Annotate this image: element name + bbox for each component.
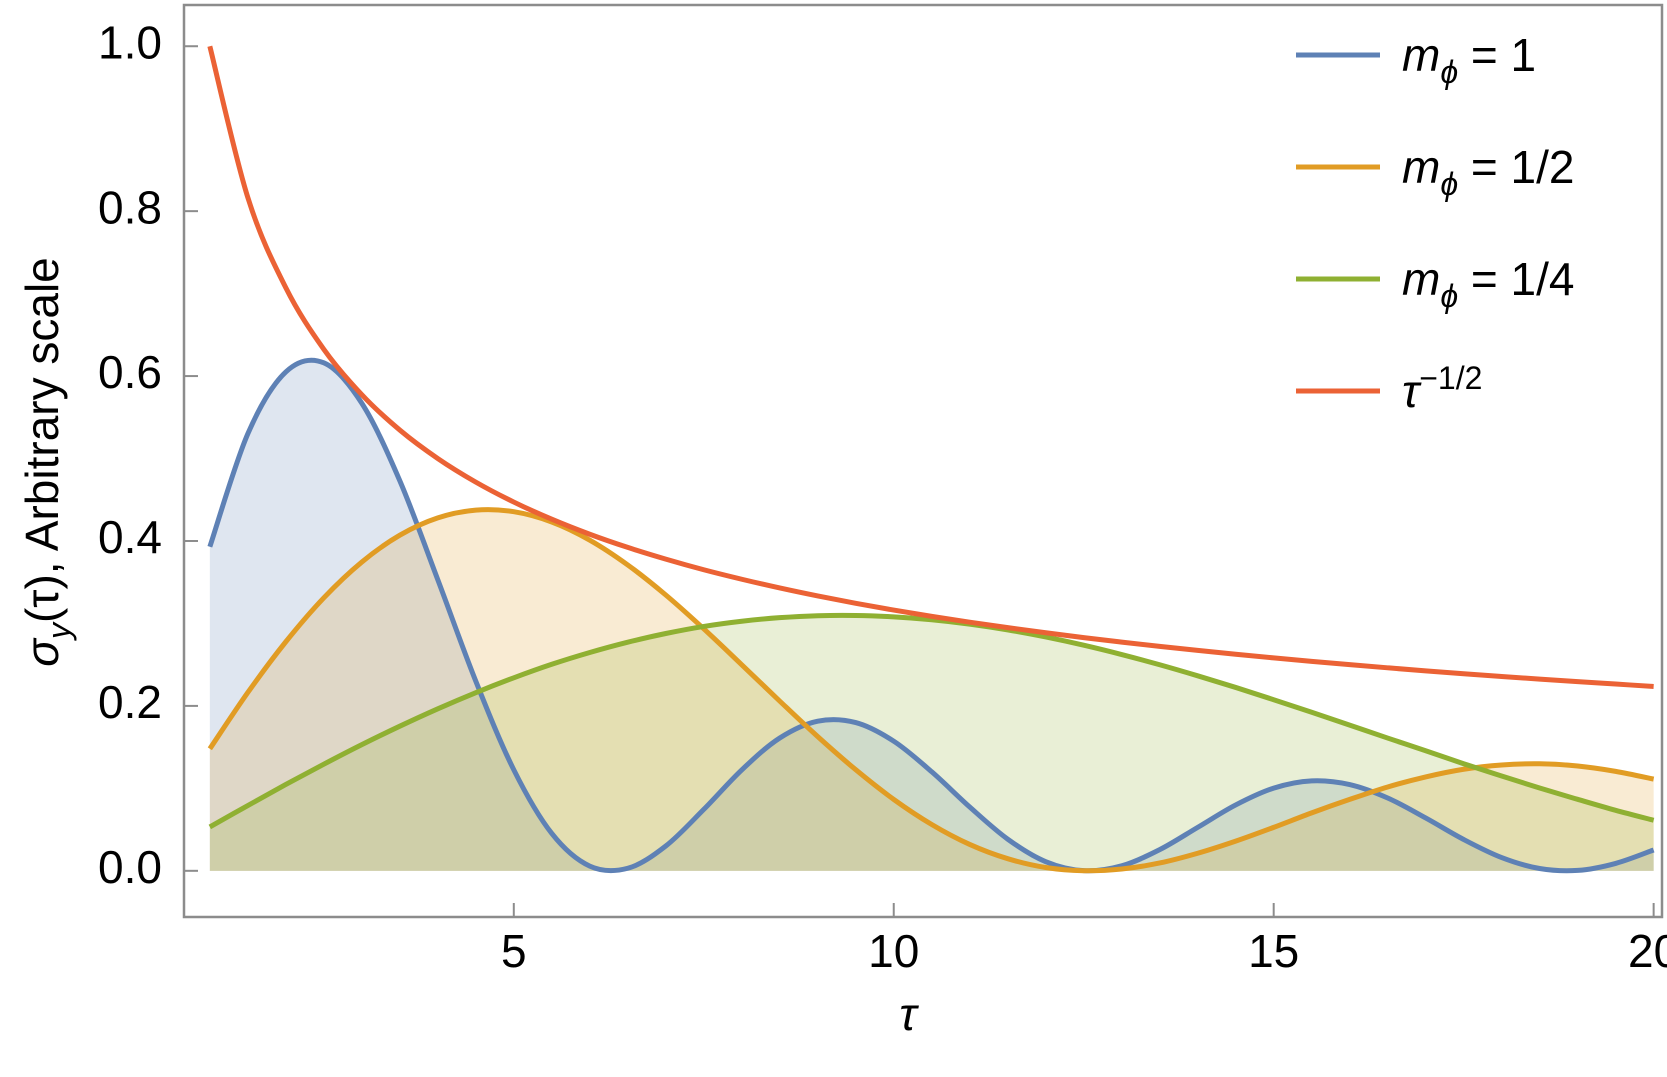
y-tick-label: 0.6 [98, 346, 162, 398]
area [209, 360, 1654, 871]
x-tick-label: 15 [1248, 925, 1299, 977]
line [207, 357, 1655, 874]
y-tick-label: 0.0 [98, 841, 162, 893]
area [209, 509, 1654, 871]
area [209, 615, 1654, 871]
legend-label: τ−1/2 [1402, 360, 1482, 417]
line [207, 45, 1654, 689]
y-tick-label: 1.0 [98, 16, 162, 68]
x-tick-label: 10 [868, 925, 919, 977]
y-axis-label: σy(τ), Arbitrary scale [16, 257, 77, 667]
legend-label: mϕ = 1 [1402, 29, 1536, 90]
y-tick-label: 0.8 [98, 181, 162, 233]
legend-label: mϕ = 1/4 [1402, 253, 1575, 314]
plot-frame [182, 3, 1664, 919]
y-tick-label: 0.4 [98, 511, 162, 563]
line [207, 507, 1655, 874]
x-axis-label: τ [899, 988, 919, 1040]
legend-label: mϕ = 1/2 [1402, 141, 1575, 202]
line [208, 612, 1655, 830]
y-tick-label: 0.2 [98, 676, 162, 728]
x-tick-label: 20 [1628, 925, 1667, 977]
x-tick-label: 5 [501, 925, 527, 977]
